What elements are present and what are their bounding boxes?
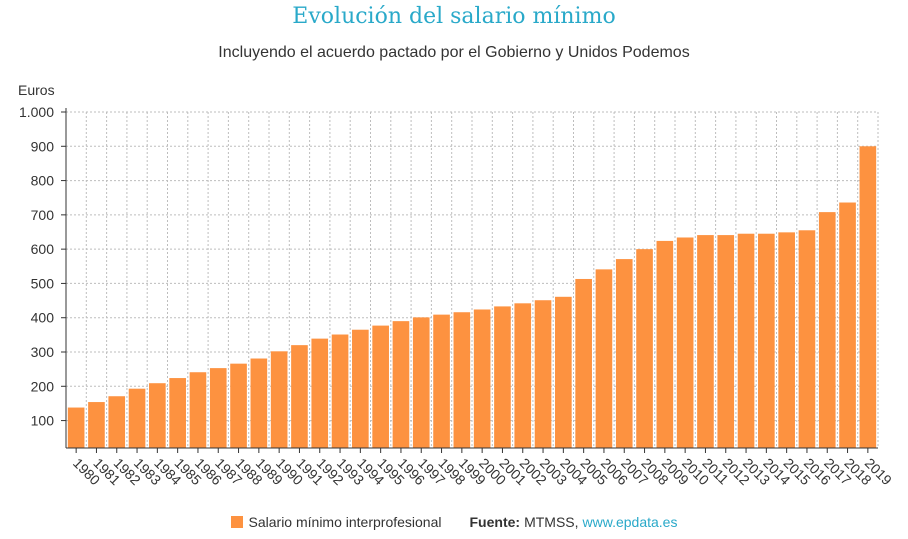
bar-1992 — [311, 338, 329, 448]
bar-1985 — [169, 378, 186, 448]
bar-1987 — [209, 368, 227, 448]
y-axis-label: Euros — [18, 82, 55, 98]
source-name: MTMSS, — [524, 514, 579, 530]
y-tick-label: 800 — [31, 173, 55, 189]
bar-1994 — [352, 329, 369, 448]
bar-2015 — [778, 232, 795, 448]
y-tick-label: 200 — [31, 378, 55, 394]
bar-2006 — [595, 269, 613, 448]
source-link[interactable]: www.epdata.es — [582, 514, 678, 530]
chart-title: Evolución del salario mínimo — [292, 4, 616, 29]
bar-1989 — [250, 358, 268, 448]
bar-1993 — [331, 334, 349, 448]
bar-2000 — [473, 309, 491, 448]
bar-2009 — [656, 240, 674, 448]
bar-2002 — [514, 303, 532, 448]
chart-subtitle: Incluyendo el acuerdo pactado por el Gob… — [218, 44, 690, 61]
bar-1986 — [189, 372, 207, 448]
y-tick-label: 700 — [31, 207, 55, 223]
bar-1988 — [230, 363, 247, 448]
y-tick-label: 100 — [31, 413, 55, 429]
bar-1984 — [149, 383, 166, 448]
bar-2012 — [717, 235, 735, 448]
bar-2004 — [555, 296, 572, 448]
bar-2003 — [534, 300, 552, 448]
bar-1999 — [453, 312, 471, 448]
bar-2005 — [575, 278, 592, 448]
bar-2007 — [615, 259, 633, 448]
y-tick-label: 600 — [31, 241, 55, 257]
bar-2013 — [737, 233, 755, 448]
bar-1997 — [412, 317, 430, 448]
legend-swatch — [230, 516, 243, 528]
bar-1995 — [372, 325, 389, 448]
bar-2018 — [839, 202, 856, 448]
bar-1983 — [128, 388, 146, 448]
y-tick-label: 300 — [31, 344, 55, 360]
bar-2008 — [636, 249, 653, 448]
bar-2014 — [758, 233, 775, 448]
bar-2016 — [798, 230, 816, 448]
bar-1981 — [88, 402, 105, 448]
bar-2001 — [494, 306, 511, 448]
y-tick-label: 400 — [31, 310, 55, 326]
bar-1982 — [108, 396, 126, 448]
bar-1980 — [67, 407, 85, 448]
bar-2019 — [859, 146, 877, 449]
y-tick-label: 1.000 — [19, 104, 54, 120]
bar-1991 — [291, 345, 308, 448]
bar-1996 — [392, 321, 410, 448]
bar-2010 — [676, 237, 694, 448]
y-tick-label: 500 — [31, 275, 55, 291]
y-tick-label: 900 — [31, 138, 55, 154]
source-label: Fuente: — [469, 514, 521, 530]
legend-series-label: Salario mínimo interprofesional — [248, 514, 442, 530]
bar-1990 — [270, 351, 288, 448]
bar-2011 — [697, 235, 714, 448]
bar-2017 — [818, 212, 836, 448]
bar-1998 — [433, 314, 450, 448]
legend: Salario mínimo interprofesional Fuente: … — [0, 514, 908, 530]
